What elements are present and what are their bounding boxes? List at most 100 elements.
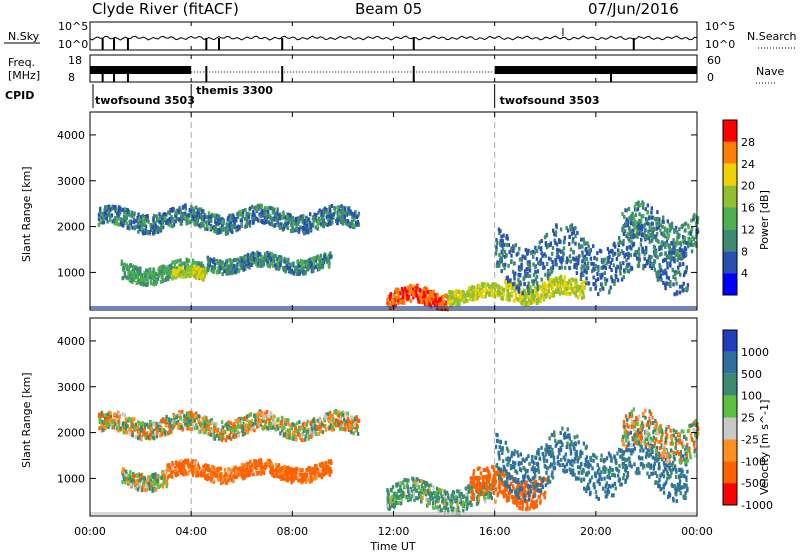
heatmap-cell: [630, 266, 634, 271]
heatmap-cell: [284, 477, 288, 482]
heatmap-cell: [240, 416, 243, 421]
heatmap-cell: [408, 284, 411, 289]
heatmap-cell: [247, 413, 250, 418]
heatmap-cell: [119, 426, 122, 431]
heatmap-cell: [262, 411, 265, 416]
heatmap-cell: [237, 418, 240, 423]
heatmap-cell: [495, 283, 498, 288]
heatmap-cell: [281, 428, 284, 433]
heatmap-cell: [274, 223, 277, 227]
heatmap-cell: [256, 261, 259, 266]
heatmap-cell: [241, 432, 245, 437]
heatmap-cell: [121, 480, 124, 484]
heatmap-cell: [288, 266, 292, 271]
heatmap-cell: [670, 221, 674, 226]
heatmap-cell: [303, 472, 306, 477]
heatmap-cell: [149, 475, 152, 480]
heatmap-cell: [285, 263, 288, 268]
heatmap-cell: [328, 470, 331, 475]
heatmap-cell: [472, 285, 476, 290]
heatmap-cell: [516, 297, 519, 302]
heatmap-cell: [222, 218, 225, 223]
heatmap-cell: [284, 218, 287, 223]
heatmap-cell: [294, 426, 297, 431]
heatmap-cell: [209, 432, 212, 437]
heatmap-cell: [245, 212, 248, 217]
heatmap-cell: [118, 211, 121, 216]
heatmap-cell: [655, 226, 658, 231]
heatmap-cell: [105, 216, 108, 221]
heatmap-cell: [649, 259, 652, 264]
heatmap-cell: [569, 227, 573, 232]
heatmap-cell: [482, 294, 486, 299]
velocity-heatmap: [90, 407, 700, 516]
heatmap-cell: [276, 474, 279, 479]
heatmap-cell: [326, 223, 329, 227]
heatmap-cell: [541, 261, 545, 266]
heatmap-cell: [637, 227, 640, 232]
heatmap-cell: [551, 280, 554, 285]
heatmap-cell: [498, 252, 501, 257]
heatmap-cell: [105, 423, 108, 428]
heatmap-cell: [559, 283, 562, 288]
heatmap-cell: [159, 265, 162, 270]
heatmap-cell: [586, 241, 589, 246]
heatmap-cell: [427, 295, 430, 300]
freq-tick-high: 18: [68, 54, 82, 67]
heatmap-cell: [174, 266, 177, 271]
heatmap-cell: [160, 222, 163, 227]
heatmap-cell: [142, 481, 145, 486]
heatmap-cell: [548, 283, 551, 288]
heatmap-cell: [221, 264, 224, 269]
heatmap-cell: [393, 293, 396, 298]
heatmap-cell: [138, 482, 142, 487]
heatmap-cell: [671, 268, 675, 273]
heatmap-cell: [291, 226, 294, 231]
heatmap-cell: [307, 427, 310, 432]
heatmap-cell: [276, 266, 280, 271]
heatmap-cell: [318, 208, 321, 213]
heatmap-cell: [276, 423, 280, 428]
heatmap-cell: [495, 264, 499, 268]
heatmap-cell: [313, 464, 317, 469]
heatmap-cell: [201, 273, 205, 278]
heatmap-cell: [582, 237, 585, 242]
heatmap-cell: [519, 268, 522, 272]
heatmap-cell: [549, 282, 553, 287]
heatmap-cell: [633, 204, 637, 209]
heatmap-cell: [683, 222, 687, 227]
heatmap-cell: [165, 221, 168, 225]
heatmap-cell: [575, 257, 578, 262]
heatmap-cell: [339, 411, 342, 416]
heatmap-cell: [168, 420, 171, 425]
heatmap-cell: [510, 248, 513, 253]
heatmap-cell: [678, 262, 681, 267]
heatmap-cell: [527, 291, 531, 296]
heatmap-cell: [293, 433, 296, 438]
heatmap-cell: [325, 215, 328, 220]
heatmap-cell: [188, 426, 192, 431]
heatmap-cell: [222, 227, 225, 232]
heatmap-cell: [141, 282, 145, 287]
heatmap-cell: [660, 278, 663, 282]
heatmap-cell: [520, 266, 523, 271]
heatmap-cell: [220, 472, 223, 477]
heatmap-cell: [625, 234, 628, 239]
heatmap-cell: [225, 435, 229, 440]
heatmap-cell: [125, 475, 128, 480]
heatmap-cell: [121, 421, 125, 426]
heatmap-cell: [411, 290, 414, 294]
heatmap-cell: [305, 262, 308, 267]
heatmap-cell: [142, 228, 145, 233]
heatmap-cell: [281, 215, 284, 220]
heatmap-cell: [634, 207, 638, 212]
heatmap-cell: [562, 285, 565, 290]
heatmap-cell: [681, 284, 684, 289]
heatmap-cell: [234, 434, 238, 439]
heatmap-cell: [266, 212, 270, 217]
heatmap-cell: [682, 273, 686, 278]
heatmap-cell: [215, 230, 219, 235]
heatmap-cell: [153, 422, 156, 427]
heatmap-cell: [311, 477, 314, 482]
heatmap-cell: [507, 263, 510, 268]
